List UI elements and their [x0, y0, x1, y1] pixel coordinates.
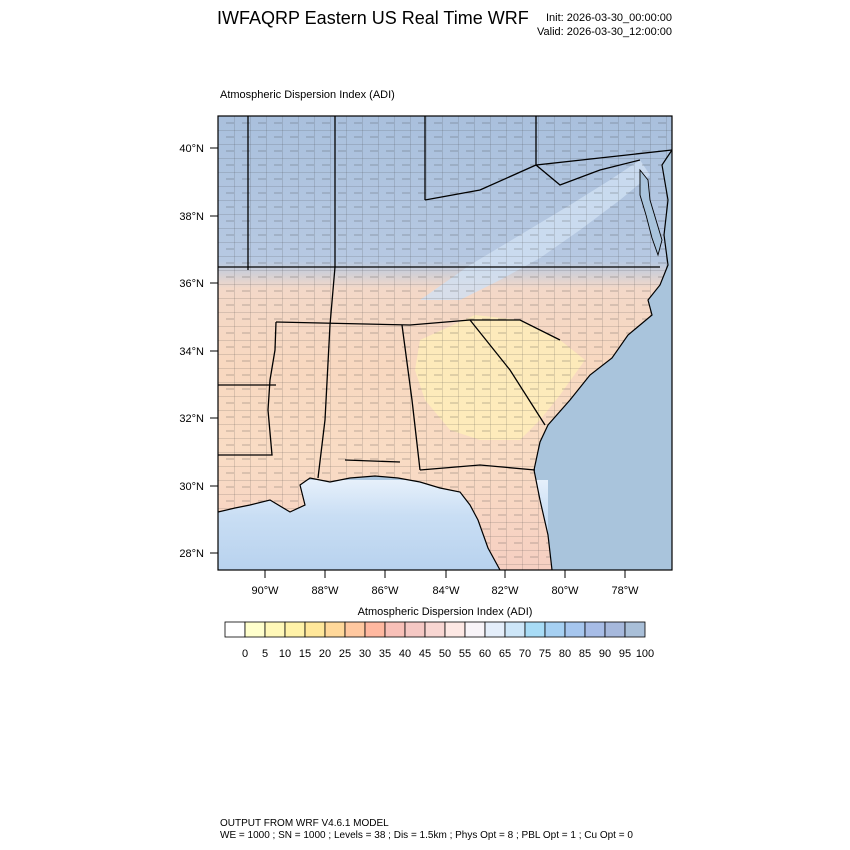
lon-label: 84°W — [432, 585, 460, 597]
colorbar-swatch — [464, 621, 486, 638]
colorbar-swatch — [424, 621, 446, 638]
lon-label: 88°W — [311, 585, 339, 597]
colorbar-swatch — [224, 621, 246, 638]
colorbar-label: 70 — [519, 648, 531, 660]
colorbar-label: 75 — [539, 648, 551, 660]
colorbar-swatch — [304, 621, 326, 638]
lat-label: 30°N — [179, 481, 204, 493]
colorbar-label: 10 — [279, 648, 291, 660]
colorbar-label: 55 — [459, 648, 471, 660]
colorbar-label: 25 — [339, 648, 351, 660]
latitude-axis: 40°N 38°N 36°N 34°N 32°N 30°N 28°N — [179, 143, 218, 560]
longitude-axis: 90°W 88°W 86°W 84°W 82°W 80°W 78°W — [251, 570, 639, 597]
colorbar-swatch — [524, 621, 546, 638]
colorbar-swatch — [564, 621, 586, 638]
colorbar-label: 90 — [599, 648, 611, 660]
lat-label: 28°N — [179, 548, 204, 560]
colorbar-swatch — [344, 621, 366, 638]
colorbar-label: 5 — [262, 648, 268, 660]
colorbar-label: 40 — [399, 648, 411, 660]
colorbar-label: 20 — [319, 648, 331, 660]
footer-model-line: OUTPUT FROM WRF V4.6.1 MODEL — [220, 818, 389, 829]
adi-map: 40°N 38°N 36°N 34°N 32°N 30°N 28°N 90°W … — [179, 115, 673, 597]
colorbar-swatch — [244, 621, 266, 638]
lat-label: 32°N — [179, 413, 204, 425]
lon-label: 82°W — [491, 585, 519, 597]
lat-label: 34°N — [179, 346, 204, 358]
init-time: Init: 2026-03-30_00:00:00 — [546, 12, 672, 24]
lat-label: 40°N — [179, 143, 204, 155]
colorbar-label: 80 — [559, 648, 571, 660]
colorbar-label: 85 — [579, 648, 591, 660]
colorbar-swatch — [384, 621, 406, 638]
state-boundaries — [218, 116, 672, 479]
colorbar-label: 100 — [636, 648, 654, 660]
lon-label: 86°W — [371, 585, 399, 597]
lon-label: 80°W — [551, 585, 579, 597]
colorbar-label: 35 — [379, 648, 391, 660]
lon-label: 90°W — [251, 585, 279, 597]
map-subtitle: Atmospheric Dispersion Index (ADI) — [220, 89, 395, 101]
colorbar-swatch — [544, 621, 566, 638]
colorbar-label: 50 — [439, 648, 451, 660]
colorbar-swatch — [484, 621, 506, 638]
colorbar-label: 30 — [359, 648, 371, 660]
colorbar-swatch — [584, 621, 606, 638]
colorbar-swatch — [264, 621, 286, 638]
lat-label: 38°N — [179, 211, 204, 223]
colorbar-swatch — [444, 621, 466, 638]
colorbar-label: 0 — [242, 648, 248, 660]
colorbar-swatch — [504, 621, 526, 638]
colorbar-swatch — [364, 621, 386, 638]
map-frame — [217, 115, 673, 571]
colorbar-title: Atmospheric Dispersion Index (ADI) — [357, 606, 533, 618]
lon-label: 78°W — [611, 585, 639, 597]
colorbar-swatch — [284, 621, 306, 638]
colorbar-swatch — [404, 621, 426, 638]
colorbar-label: 60 — [479, 648, 491, 660]
colorbar-swatch — [604, 621, 626, 638]
colorbar-label: 95 — [619, 648, 631, 660]
colorbar-label: 65 — [499, 648, 511, 660]
main-title: IWFAQRP Eastern US Real Time WRF — [217, 8, 529, 28]
colorbar-label: 45 — [419, 648, 431, 660]
colorbar-label: 15 — [299, 648, 311, 660]
colorbar-swatch — [624, 621, 646, 638]
lat-label: 36°N — [179, 278, 204, 290]
colorbar: 0 5 10 15 20 25 30 35 40 45 50 55 60 65 70 75 80 85 90 95 10… — [224, 621, 654, 660]
chesapeake-bay — [639, 168, 663, 257]
coastline — [218, 149, 672, 570]
valid-time: Valid: 2026-03-30_12:00:00 — [537, 26, 672, 38]
colorbar-swatch — [324, 621, 346, 638]
footer-config-line: WE = 1000 ; SN = 1000 ; Levels = 38 ; Di… — [220, 830, 633, 841]
